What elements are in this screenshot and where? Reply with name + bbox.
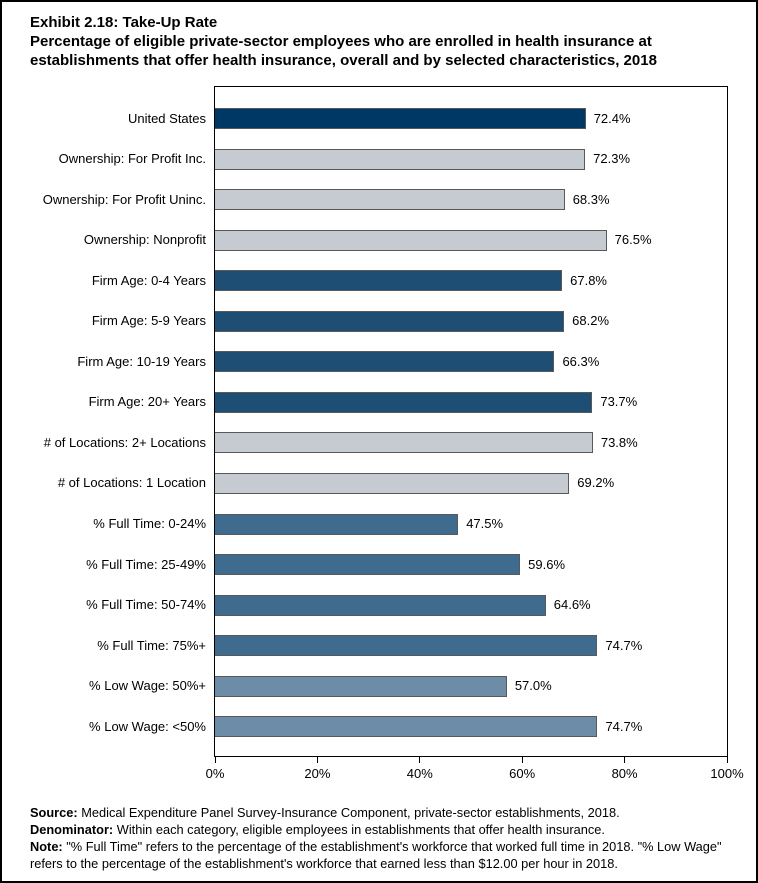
category-label: Ownership: For Profit Uninc. — [42, 191, 206, 207]
category-label: % Full Time: 75%+ — [97, 637, 206, 653]
x-axis-tick-label: 100% — [710, 766, 744, 781]
value-label: 74.7% — [605, 718, 643, 734]
exhibit-subtitle: Percentage of eligible private-sector em… — [30, 33, 657, 69]
x-axis-tick-label: 20% — [304, 766, 331, 781]
category-label: Firm Age: 20+ Years — [88, 394, 206, 410]
footnotes: Source: Medical Expenditure Panel Survey… — [30, 804, 738, 872]
category-label: Ownership: For Profit Inc. — [58, 151, 206, 167]
bar — [215, 635, 598, 657]
plot-area: 72.4% 72.3% 68.3% 76.5% 67.8% 68.2% 66.3% 73.7%… — [214, 86, 728, 757]
bar — [215, 270, 563, 292]
x-axis-tick-label: 80% — [611, 766, 638, 781]
value-label: 66.3% — [562, 353, 600, 369]
category-label: # of Locations: 1 Location — [57, 475, 206, 491]
value-label: 69.2% — [577, 475, 615, 491]
value-label: 73.8% — [600, 434, 638, 450]
value-label: 68.3% — [572, 191, 610, 207]
category-label: # of Locations: 2+ Locations — [43, 434, 206, 450]
x-axis-tick — [419, 757, 421, 763]
x-axis: 0% 20% 40% 60% 80% 100% — [2, 757, 756, 797]
value-label: 76.5% — [614, 232, 652, 248]
bar — [215, 594, 546, 616]
value-label: 67.8% — [570, 272, 607, 288]
category-label: Ownership: Nonprofit — [83, 232, 206, 248]
x-axis-tick-label: 40% — [406, 766, 433, 781]
denominator-note: Denominator: Within each category, eligi… — [30, 821, 738, 838]
bar — [215, 148, 586, 170]
value-label: 72.3% — [593, 151, 631, 167]
note-text: "% Full Time" refers to the percentage o… — [30, 839, 722, 871]
x-axis-tick — [624, 757, 626, 763]
value-label: 57.0% — [514, 678, 552, 694]
note-label: Note: — [30, 839, 63, 854]
x-axis-tick-label: 60% — [509, 766, 536, 781]
general-note: Note: "% Full Time" refers to the percen… — [30, 838, 738, 872]
bar — [215, 189, 565, 211]
bar — [215, 513, 459, 535]
category-label: Firm Age: 5-9 Years — [91, 313, 206, 329]
value-label: 72.4% — [593, 110, 631, 126]
category-label: % Full Time: 0-24% — [93, 516, 206, 531]
title-block: Exhibit 2.18: Take-Up Rate Percentage of… — [30, 13, 736, 70]
category-label: % Low Wage: 50%+ — [89, 678, 206, 694]
category-label: Firm Age: 10-19 Years — [77, 353, 206, 369]
source-note: Source: Medical Expenditure Panel Survey… — [30, 804, 738, 821]
source-text: Medical Expenditure Panel Survey-Insuran… — [81, 805, 620, 820]
value-label: 64.6% — [553, 597, 591, 613]
value-label: 68.2% — [572, 313, 610, 329]
bar — [215, 554, 521, 576]
category-label: % Low Wage: <50% — [89, 718, 206, 734]
bar — [215, 472, 570, 494]
bar — [215, 351, 555, 373]
category-label: United States — [127, 110, 206, 126]
x-axis-tick — [521, 757, 523, 763]
x-axis-tick — [316, 757, 318, 763]
bar — [215, 675, 507, 697]
x-axis-tick — [726, 757, 728, 763]
bar — [215, 108, 586, 129]
bar — [215, 229, 607, 251]
x-axis-tick-label: 0% — [205, 766, 225, 781]
value-label: 47.5% — [466, 516, 504, 531]
value-label: 73.7% — [600, 394, 638, 410]
category-label: Firm Age: 0-4 Years — [91, 272, 206, 288]
category-label: % Full Time: 25-49% — [86, 556, 206, 572]
bar — [215, 391, 593, 413]
x-axis-tick — [214, 757, 216, 763]
category-label: % Full Time: 50-74% — [86, 597, 206, 613]
source-label: Source: — [30, 805, 78, 820]
value-label: 74.7% — [605, 637, 643, 653]
value-label: 59.6% — [528, 556, 566, 572]
bar — [215, 310, 565, 332]
bar — [215, 716, 598, 738]
bar — [215, 432, 593, 454]
denominator-text: Within each category, eligible employees… — [116, 822, 605, 837]
denominator-label: Denominator: — [30, 822, 114, 837]
exhibit-title: Exhibit 2.18: Take-Up Rate — [30, 14, 218, 31]
